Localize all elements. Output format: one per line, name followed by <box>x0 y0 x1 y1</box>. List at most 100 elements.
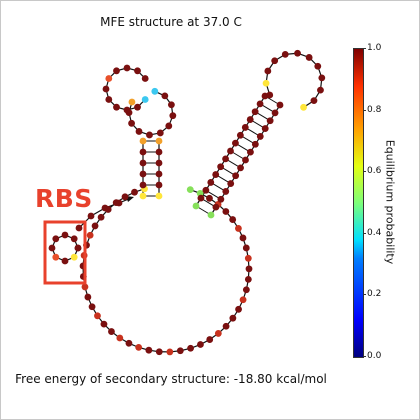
nucleotide <box>139 137 147 145</box>
nucleotide <box>244 275 252 283</box>
nucleotide <box>261 125 269 132</box>
nucleotide <box>300 103 307 111</box>
nucleotide <box>266 91 274 99</box>
nucleotide <box>242 244 250 252</box>
nucleotide <box>134 67 141 75</box>
nucleotide <box>256 100 264 108</box>
nucleotide <box>207 179 215 186</box>
nucleotide <box>125 109 133 117</box>
colorbar-label: Equilibrium probability <box>383 139 397 265</box>
nucleotide <box>91 222 99 230</box>
nucleotide <box>176 347 184 355</box>
nucleotide <box>229 314 237 322</box>
colorbar-tickmark <box>363 110 366 111</box>
nucleotide <box>74 244 82 252</box>
nucleotide <box>94 312 101 320</box>
nucleotide <box>155 181 163 189</box>
nucleotide <box>232 172 240 180</box>
nucleotide <box>246 116 254 123</box>
nucleotide <box>52 253 60 261</box>
nucleotide <box>146 131 153 139</box>
nucleotide <box>237 164 244 172</box>
colorbar-tick-label: 0.6 <box>367 166 382 176</box>
nucleotide <box>128 98 136 106</box>
nucleotide <box>97 213 105 221</box>
nucleotide <box>141 96 149 103</box>
nucleotide <box>87 212 95 220</box>
nucleotide <box>121 193 129 201</box>
nucleotide <box>151 87 159 95</box>
nucleotide <box>264 67 272 75</box>
nucleotide <box>61 231 69 239</box>
nucleotide <box>247 148 254 156</box>
nucleotides <box>48 49 326 356</box>
nucleotide <box>102 85 110 93</box>
nucleotide <box>236 131 244 139</box>
nucleotide <box>167 101 175 109</box>
nucleotide <box>155 137 163 145</box>
nucleotide <box>217 163 225 171</box>
nucleotide <box>134 103 141 111</box>
nucleotide <box>192 202 200 210</box>
colorbar-tickmark <box>363 233 366 234</box>
nucleotide <box>128 119 135 127</box>
rbs-label: RBS <box>35 184 93 213</box>
nucleotide <box>169 112 177 120</box>
nucleotide <box>235 305 242 313</box>
nucleotide <box>197 341 204 348</box>
nucleotide <box>241 124 249 131</box>
nucleotide <box>52 235 60 243</box>
nucleotide <box>70 253 78 261</box>
nucleotide <box>75 224 83 232</box>
nucleotide <box>242 286 250 294</box>
nucleotide <box>212 203 220 211</box>
nucleotide <box>113 67 120 75</box>
nucleotide <box>155 170 163 178</box>
nucleotide <box>251 108 259 116</box>
nucleotide <box>245 265 253 273</box>
nucleotide <box>197 194 205 202</box>
figure-title: MFE structure at 37.0 C <box>100 15 242 29</box>
nucleotide <box>256 133 264 140</box>
colorbar-tick-label: 0.8 <box>367 105 382 115</box>
nucleotide <box>232 139 239 147</box>
nucleotide <box>86 231 94 239</box>
nucleotide <box>207 211 215 219</box>
nucleotide <box>305 54 313 61</box>
nucleotide <box>310 97 318 105</box>
nucleotide <box>123 64 131 72</box>
nucleotide <box>212 171 220 178</box>
nucleotide <box>131 188 138 196</box>
colorbar-tick-label: 0.2 <box>367 289 382 299</box>
nucleotide <box>227 147 234 155</box>
nucleotide <box>227 180 235 187</box>
nucleotide <box>105 75 113 82</box>
nucleotide <box>266 117 274 125</box>
nucleotide <box>239 296 247 304</box>
nucleotide <box>81 283 89 291</box>
nucleotide <box>156 129 164 137</box>
nucleotide <box>235 225 242 232</box>
nucleotide <box>101 204 109 212</box>
nucleotide <box>276 101 284 109</box>
nucleotide <box>206 194 213 202</box>
nucleotide <box>271 109 279 117</box>
nucleotide <box>222 188 230 195</box>
nucleotide <box>244 254 252 262</box>
nucleotide <box>318 74 326 82</box>
free-energy-text: Free energy of secondary structure: -18.… <box>15 372 327 386</box>
nucleotide <box>155 348 163 356</box>
colorbar-tickmark <box>363 356 366 357</box>
nucleotide <box>108 328 115 335</box>
nucleotide <box>116 334 124 342</box>
nucleotide <box>161 92 169 100</box>
nucleotide <box>115 199 123 207</box>
nucleotide <box>135 343 143 351</box>
nucleotide <box>239 234 247 242</box>
colorbar-tickmark <box>363 48 366 49</box>
nucleotide <box>217 195 225 203</box>
nucleotide <box>202 186 210 194</box>
nucleotide <box>229 216 237 223</box>
nucleotide <box>222 322 230 330</box>
